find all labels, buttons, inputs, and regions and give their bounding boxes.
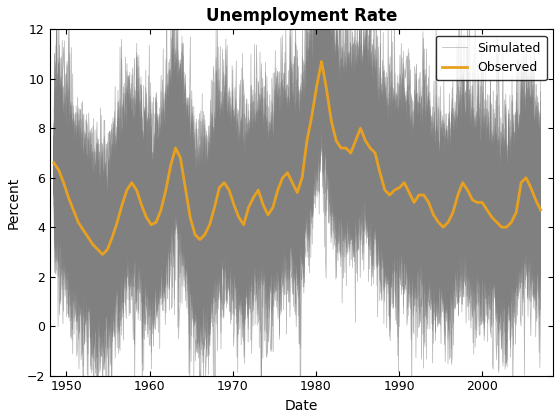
Simulated bbox=[537, 219, 544, 224]
Line: Observed: Observed bbox=[54, 61, 540, 255]
Observed bbox=[352, 138, 359, 143]
X-axis label: Date: Date bbox=[284, 399, 318, 413]
Observed bbox=[279, 175, 286, 180]
Simulated bbox=[326, 19, 333, 24]
Line: Simulated: Simulated bbox=[54, 22, 540, 351]
Legend: Simulated, Observed: Simulated, Observed bbox=[436, 36, 547, 80]
Observed bbox=[50, 160, 57, 165]
Observed bbox=[99, 252, 106, 257]
Simulated bbox=[88, 349, 95, 354]
Title: Unemployment Rate: Unemployment Rate bbox=[206, 7, 397, 25]
Observed bbox=[537, 207, 544, 213]
Y-axis label: Percent: Percent bbox=[7, 176, 21, 228]
Observed bbox=[177, 155, 184, 160]
Simulated bbox=[205, 168, 212, 173]
Simulated bbox=[371, 159, 378, 164]
Observed bbox=[85, 235, 91, 240]
Observed bbox=[318, 59, 325, 64]
Simulated bbox=[431, 226, 437, 231]
Observed bbox=[401, 180, 408, 185]
Simulated bbox=[188, 251, 195, 256]
Simulated bbox=[491, 147, 497, 152]
Simulated bbox=[170, 152, 177, 157]
Simulated bbox=[50, 182, 57, 187]
Observed bbox=[425, 200, 432, 205]
